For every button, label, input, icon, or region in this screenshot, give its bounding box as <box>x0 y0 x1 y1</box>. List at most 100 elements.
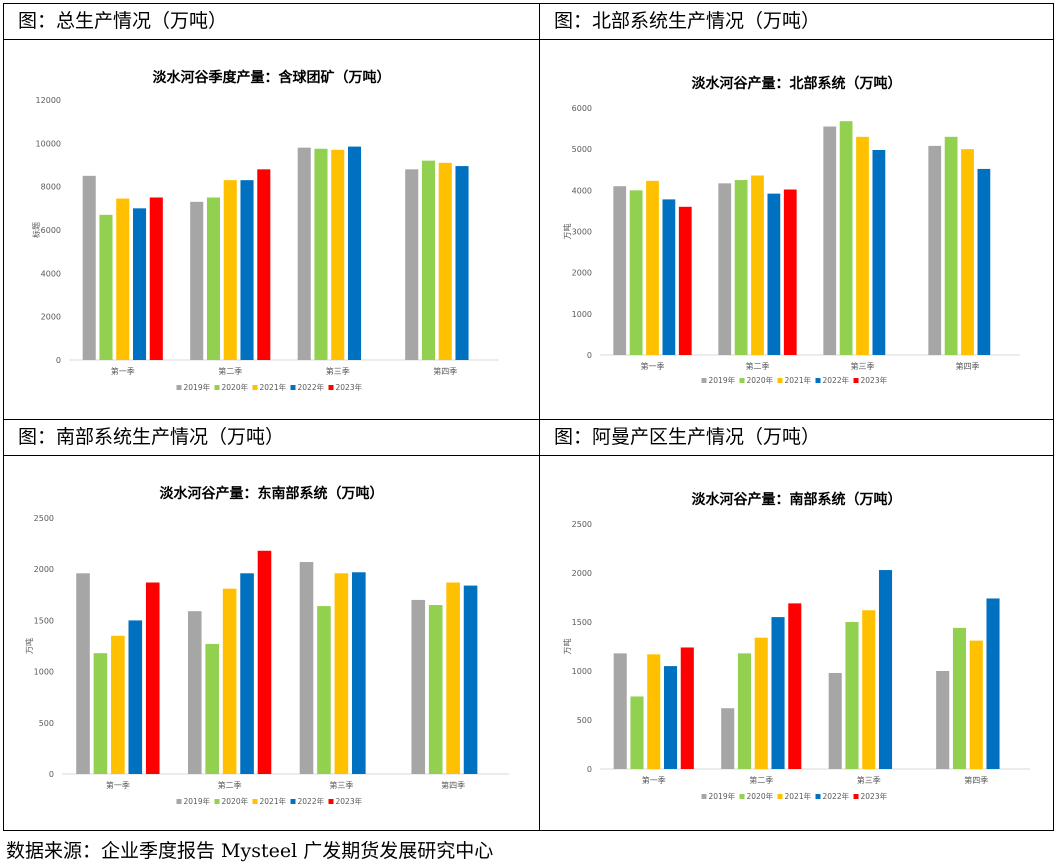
panel-header: 图：阿曼产区生产情况（万吨） <box>540 420 1053 456</box>
bar-2021年-第二季 <box>754 637 768 769</box>
y-tick-label: 0 <box>56 356 61 365</box>
bar-2021年-第三季 <box>331 149 345 360</box>
bar-2020年-第三季 <box>845 622 859 769</box>
y-axis-label: 万吨 <box>562 224 572 240</box>
bar-2021年-第三季 <box>862 610 876 769</box>
legend-label: 2022年 <box>823 791 850 801</box>
y-tick-label: 2000 <box>41 313 61 322</box>
bar-2019年-第一季 <box>82 175 96 360</box>
legend-label: 2022年 <box>298 796 325 806</box>
panel-south: 图：南部系统生产情况（万吨） 淡水河谷产量：东南部系统（万吨） 万吨 0 500 100… <box>4 420 539 830</box>
bar-2019年-第二季 <box>721 708 735 769</box>
x-tick-label: 第一季 <box>641 361 665 371</box>
chart-south-system: 淡水河谷产量：南部系统（万吨） 万吨 0 500 1000 1500 2000 2500 第一季… <box>562 491 1030 801</box>
bar-2023年-第一季 <box>678 206 692 355</box>
bar-2021年-第一季 <box>116 198 130 360</box>
y-tick-label: 4000 <box>41 269 61 278</box>
bar-2023年-第二季 <box>783 189 797 355</box>
bar-2020年-第二季 <box>205 643 219 774</box>
bar-2022年-第二季 <box>767 193 781 355</box>
y-tick-label: 500 <box>39 719 54 728</box>
x-tick-label: 第三季 <box>326 366 350 376</box>
legend-swatch <box>777 794 783 799</box>
bar-2019年-第四季 <box>405 169 419 360</box>
legend-swatch <box>176 799 182 804</box>
bar-2021年-第二季 <box>222 588 237 774</box>
bar-2022年-第一季 <box>132 208 147 360</box>
y-tick-label: 12000 <box>36 96 61 105</box>
bar-2023年-第二季 <box>257 550 272 774</box>
y-tick-label: 1000 <box>572 667 592 676</box>
x-tick-label: 第三季 <box>857 775 881 785</box>
legend-label: 2022年 <box>823 375 850 385</box>
panel-header: 图：北部系统生产情况（万吨） <box>540 4 1053 40</box>
chart-southeast-system: 淡水河谷产量：东南部系统（万吨） 万吨 0 500 1000 1500 2000 2500 第一… <box>24 485 509 806</box>
bar-2022年-第三季 <box>352 572 366 774</box>
bar-2019年-第二季 <box>190 201 204 360</box>
legend-swatch <box>739 378 745 383</box>
x-tick-label: 第一季 <box>111 366 135 376</box>
y-tick-label: 0 <box>587 765 592 774</box>
bar-2019年-第一季 <box>613 186 627 355</box>
bar-2019年-第二季 <box>187 611 202 774</box>
y-tick-label: 2500 <box>572 520 592 529</box>
legend-label: 2022年 <box>298 382 325 392</box>
legend-label: 2023年 <box>336 382 363 392</box>
bar-2022年-第四季 <box>977 168 991 355</box>
legend-swatch <box>815 378 821 383</box>
bar-2023年-第一季 <box>145 582 160 774</box>
legend-swatch <box>252 385 258 390</box>
bar-2020年-第二季 <box>737 653 752 769</box>
bar-2020年-第三季 <box>317 606 331 774</box>
x-tick-label: 第四季 <box>964 775 988 785</box>
bar-2021年-第四季 <box>438 162 452 360</box>
bar-2022年-第二季 <box>240 180 254 360</box>
y-tick-label: 3000 <box>572 228 592 237</box>
legend-label: 2020年 <box>222 796 249 806</box>
chart-total-production: 淡水河谷季度产量：含球团矿（万吨） 标题 0 2000 4000 6000 8000 1000… <box>31 69 499 392</box>
legend-swatch <box>214 385 220 390</box>
chart-title: 淡水河谷产量：东南部系统（万吨） <box>160 485 384 502</box>
bar-2020年-第一季 <box>93 653 108 774</box>
bar-2021年-第一季 <box>111 635 125 774</box>
x-tick-label: 第四季 <box>956 361 980 371</box>
panel-oman: 图：阿曼产区生产情况（万吨） 淡水河谷产量：南部系统（万吨） 万吨 0 500 1000… <box>540 420 1053 830</box>
bar-2019年-第三季 <box>828 672 842 769</box>
y-tick-label: 0 <box>587 351 592 360</box>
bar-2019年-第一季 <box>613 653 627 769</box>
y-tick-label: 1500 <box>34 616 54 625</box>
bar-2021年-第四季 <box>446 582 460 774</box>
legend-swatch <box>252 799 258 804</box>
x-tick-label: 第二季 <box>746 361 770 371</box>
legend-swatch <box>701 794 707 799</box>
y-axis-label: 万吨 <box>24 638 34 654</box>
legend-swatch <box>815 794 821 799</box>
legend-label: 2023年 <box>861 375 888 385</box>
x-tick-label: 第二季 <box>218 780 242 790</box>
y-tick-label: 0 <box>49 770 54 779</box>
legend-label: 2019年 <box>184 382 211 392</box>
bar-2020年-第三季 <box>314 148 328 360</box>
x-tick-label: 第二季 <box>749 775 773 785</box>
bar-2020年-第二季 <box>734 180 748 355</box>
panel-header: 图：南部系统生产情况（万吨） <box>4 420 539 456</box>
panel-total: 图：总生产情况（万吨） 淡水河谷季度产量：含球团矿（万吨） 标题 0 2000 4000… <box>4 4 539 419</box>
bar-2021年-第三季 <box>856 136 869 355</box>
bar-2022年-第二季 <box>240 573 254 774</box>
legend-swatch <box>328 385 334 390</box>
chart-title: 淡水河谷季度产量：含球团矿（万吨） <box>153 69 391 86</box>
legend-label: 2023年 <box>336 796 363 806</box>
bar-2021年-第一季 <box>646 180 659 355</box>
legend-label: 2019年 <box>709 791 736 801</box>
bar-2022年-第四季 <box>986 598 1000 769</box>
y-tick-label: 5000 <box>572 145 592 154</box>
figure-grid: 图：总生产情况（万吨） 淡水河谷季度产量：含球团矿（万吨） 标题 0 2000 4000… <box>3 3 1054 831</box>
bar-2019年-第二季 <box>718 183 732 355</box>
y-axis-label: 标题 <box>31 222 41 238</box>
grid-divider-vertical <box>539 4 540 830</box>
legend-label: 2020年 <box>747 791 774 801</box>
bar-2020年-第一季 <box>629 190 643 355</box>
bar-2021年-第四季 <box>969 640 983 769</box>
legend-label: 2021年 <box>785 791 812 801</box>
bar-2021年-第二季 <box>751 175 764 355</box>
